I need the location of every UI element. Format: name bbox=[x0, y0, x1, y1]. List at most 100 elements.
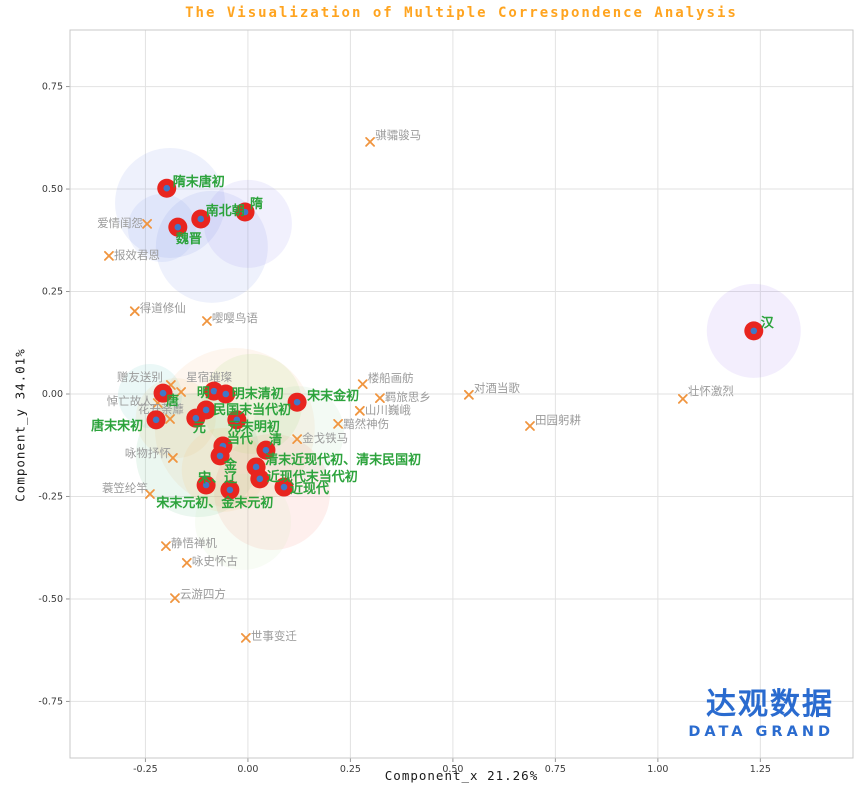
theme-x-marker bbox=[129, 306, 140, 317]
theme-label: 世事变迁 bbox=[251, 629, 297, 643]
datagrand-logo: 达观数据 DATA GRAND bbox=[658, 688, 834, 741]
x-tick-label: 0.25 bbox=[340, 764, 361, 775]
datagrand-logo-english: DATA GRAND bbox=[688, 724, 834, 740]
cluster-bubble bbox=[251, 386, 344, 479]
theme-x-marker bbox=[463, 389, 474, 400]
cluster-bubble bbox=[202, 353, 303, 454]
theme-x-marker bbox=[333, 419, 344, 429]
theme-x-marker bbox=[142, 218, 152, 229]
period-point-center bbox=[233, 416, 241, 424]
theme-label: 金戈铁马 bbox=[302, 431, 348, 445]
cluster-bubble bbox=[117, 364, 182, 429]
period-label: 民国末当代初 bbox=[213, 402, 291, 418]
period-label: 元 bbox=[193, 421, 206, 436]
y-tick-label: 0.25 bbox=[42, 287, 63, 298]
y-tick-label: 0.00 bbox=[42, 389, 63, 400]
period-label: 近现代末当代初 bbox=[267, 469, 358, 485]
y-tick-label: 0.50 bbox=[42, 184, 63, 195]
period-label: 当代 bbox=[227, 431, 253, 447]
period-point-center bbox=[280, 483, 288, 491]
theme-label: 田园躬耕 bbox=[535, 413, 581, 427]
theme-label: 咏史怀古 bbox=[192, 554, 238, 568]
theme-x-marker bbox=[292, 434, 303, 444]
theme-label: 山川巍峨 bbox=[365, 403, 411, 417]
period-label: 隋末唐初 bbox=[173, 174, 225, 190]
theme-x-marker bbox=[167, 453, 178, 463]
plot-border bbox=[69, 29, 854, 759]
x-tick-label: 0.50 bbox=[442, 764, 463, 775]
cluster-bubble bbox=[203, 179, 292, 268]
theme-label: 静悟禅机 bbox=[171, 536, 217, 550]
theme-label: 悼亡故人 bbox=[107, 394, 153, 408]
x-axis-label: Component_x 21.26% bbox=[384, 768, 539, 783]
period-label: 汉 bbox=[761, 315, 775, 331]
period-point-center bbox=[750, 327, 758, 335]
period-label: 明末清初 bbox=[232, 386, 284, 402]
period-point-center bbox=[152, 416, 160, 424]
period-label: 明 bbox=[197, 386, 210, 401]
theme-x-marker bbox=[525, 421, 535, 431]
theme-label: 对酒当歌 bbox=[474, 381, 520, 395]
period-point-center bbox=[174, 223, 182, 231]
period-point-center bbox=[210, 387, 218, 395]
period-point-center bbox=[159, 389, 167, 397]
period-point-center bbox=[241, 208, 249, 216]
theme-x-marker bbox=[165, 414, 175, 424]
y-tick-label: -0.50 bbox=[38, 594, 63, 605]
x-tick-label: 0.75 bbox=[545, 764, 566, 775]
theme-label: 云游四方 bbox=[180, 587, 226, 601]
theme-x-marker bbox=[181, 557, 192, 568]
x-tick-label: 0.00 bbox=[237, 764, 258, 775]
period-point-center bbox=[226, 486, 234, 494]
theme-label: 楼船画舫 bbox=[368, 371, 414, 385]
theme-label: 花开荼蘼 bbox=[138, 402, 184, 416]
period-point-center bbox=[163, 184, 171, 192]
period-label: 近现代 bbox=[290, 481, 329, 497]
period-label: 宋末元初、金末元初 bbox=[155, 495, 273, 511]
x-tick-label: 1.00 bbox=[647, 764, 668, 775]
theme-x-marker bbox=[375, 393, 385, 403]
period-label: 唐 bbox=[166, 393, 179, 409]
theme-x-marker bbox=[170, 593, 180, 604]
theme-label: 报效君恩 bbox=[114, 248, 160, 262]
period-label: 金 bbox=[223, 457, 238, 473]
period-label: 隋 bbox=[250, 196, 263, 212]
x-tick-label: -0.25 bbox=[133, 764, 158, 775]
period-point-center bbox=[197, 215, 205, 223]
period-point-center bbox=[216, 452, 224, 460]
period-point-center bbox=[222, 390, 230, 398]
theme-x-marker bbox=[161, 541, 171, 551]
period-label: 宋末金初 bbox=[306, 388, 359, 404]
cluster-bubble bbox=[115, 147, 226, 258]
theme-label: 星宿璀璨 bbox=[186, 370, 232, 384]
theme-x-marker bbox=[677, 394, 688, 404]
theme-x-marker bbox=[354, 405, 365, 416]
period-label: 魏晋 bbox=[175, 231, 202, 247]
period-label: 清 bbox=[269, 432, 282, 448]
y-tick-label: 0.75 bbox=[42, 82, 63, 93]
x-tick-label: 1.25 bbox=[750, 764, 771, 775]
theme-label: 骐骦骏马 bbox=[375, 128, 421, 142]
theme-x-marker bbox=[365, 137, 375, 147]
theme-x-marker bbox=[145, 489, 155, 499]
theme-label: 赠友送别 bbox=[117, 370, 163, 384]
period-label: 唐末宋初 bbox=[91, 418, 143, 434]
theme-label: 蓑笠纶竿 bbox=[102, 481, 148, 495]
period-point-center bbox=[252, 463, 260, 471]
period-label: 南北朝 bbox=[206, 203, 245, 219]
period-point-center bbox=[293, 398, 301, 406]
theme-x-marker bbox=[104, 250, 114, 261]
theme-label: 嘤嘤鸟语 bbox=[212, 311, 258, 325]
theme-label: 爱情闺怨 bbox=[97, 216, 143, 230]
period-label: 元末明初 bbox=[228, 419, 280, 435]
theme-label: 壮怀激烈 bbox=[688, 384, 734, 398]
period-point-center bbox=[202, 406, 210, 414]
theme-label: 得道修仙 bbox=[140, 301, 186, 315]
theme-x-marker bbox=[202, 316, 212, 326]
theme-x-marker bbox=[357, 379, 368, 390]
period-point-center bbox=[262, 446, 270, 454]
y-tick-label: -0.75 bbox=[38, 696, 63, 707]
period-point-center bbox=[192, 414, 200, 422]
